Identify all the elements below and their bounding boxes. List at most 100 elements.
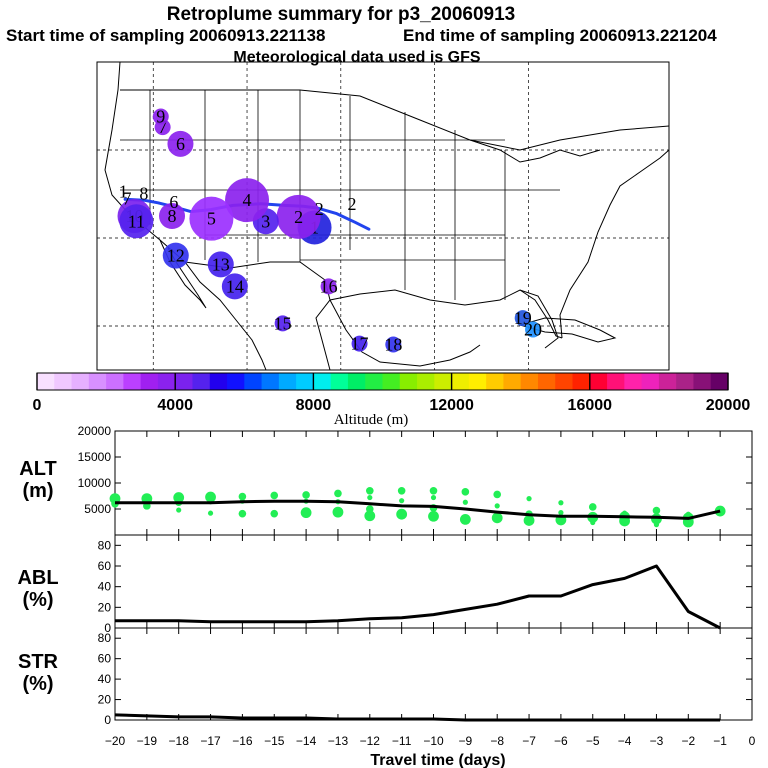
colorbar-swatch	[658, 373, 677, 390]
colorbar-swatch	[54, 373, 73, 390]
x-tick-label: −19	[137, 734, 158, 748]
us-east-coast	[559, 149, 670, 339]
y-tick-label: 20	[98, 693, 112, 707]
plume-extra-label: 6	[169, 192, 178, 212]
plume-centroid-label-day-7: 7	[158, 117, 167, 137]
altitude-point	[428, 510, 439, 522]
plume-centroid-label-day-17: 17	[351, 334, 369, 354]
y-tick-label: 0	[104, 621, 111, 635]
altitude-point	[364, 510, 376, 522]
colorbar-swatch	[88, 373, 107, 390]
altitude-mean-line	[115, 499, 721, 520]
plume-centroid-label-day-2: 2	[294, 207, 303, 227]
colorbar-swatch	[486, 373, 505, 390]
altitude-point	[491, 512, 503, 524]
met-data-label: Meteorological data used is GFS	[233, 49, 480, 66]
colorbar-swatch	[520, 373, 539, 390]
plume-centroid-label-day-5: 5	[207, 209, 216, 229]
y-tick-label: 10000	[78, 476, 112, 490]
altitude-point	[176, 507, 182, 513]
altitude-point	[493, 490, 502, 499]
x-tick-label: −8	[490, 734, 504, 748]
colorbar-swatch	[106, 373, 124, 390]
x-tick-label: −15	[264, 734, 285, 748]
y-tick-label: 20	[98, 600, 112, 614]
x-tick-label: −13	[328, 734, 349, 748]
colorbar-tick-label: 12000	[429, 397, 474, 414]
mexico-east-coast	[329, 299, 481, 367]
y-tick-label: 80	[98, 631, 112, 645]
plume-centroid-day-12	[162, 242, 189, 269]
altitude-point	[270, 509, 279, 518]
y-tick-label: 60	[98, 559, 112, 573]
altitude-point	[622, 510, 628, 516]
x-tick-label: 0	[749, 734, 756, 748]
x-tick-label: −16	[232, 734, 253, 748]
state-lines	[120, 90, 560, 300]
altitude-point	[590, 519, 596, 526]
panel-ylabel: ABL	[17, 567, 58, 589]
abl-line	[115, 564, 721, 630]
colorbar-swatch	[347, 373, 366, 390]
y-tick-label: 80	[98, 538, 112, 552]
altitude-point	[523, 515, 535, 526]
y-tick-label: 60	[98, 652, 112, 666]
altitude-point	[429, 487, 438, 495]
colorbar-swatch	[278, 373, 297, 390]
altitude-point	[652, 506, 661, 515]
colorbar-label: Altitude (m)	[334, 412, 409, 428]
plume-extra-label: 2	[348, 194, 357, 214]
altitude-point	[526, 496, 532, 502]
altitude-point	[558, 500, 564, 506]
plume-centroid-label-day-8: 8	[168, 206, 177, 226]
plume-centroid-day-16	[320, 278, 337, 295]
colorbar-tick-label: 20000	[706, 397, 751, 414]
panel-frame	[114, 627, 753, 721]
colorbar-swatch	[296, 373, 315, 390]
x-tick-label: −6	[554, 734, 568, 748]
figure-title: Retroplume summary for p3_20060913	[167, 4, 516, 25]
colorbar-swatch	[261, 373, 280, 390]
panel-ylabel: ALT	[19, 458, 56, 480]
x-tick-label: −12	[360, 734, 381, 748]
altitude-point	[205, 491, 216, 503]
end-time-label: End time of sampling 20060913.221204	[403, 26, 717, 45]
plume-centroid-label-day-9: 9	[156, 107, 165, 127]
colorbar-swatch	[417, 373, 435, 390]
colorbar-swatch	[572, 373, 591, 390]
plume-centroid-day-13	[207, 251, 234, 278]
x-tick-label: −1	[713, 734, 727, 748]
colorbar-tick-label: 0	[33, 397, 42, 414]
x-tick-label: −17	[200, 734, 221, 748]
colorbar-swatch	[382, 373, 401, 390]
colorbar-swatch	[693, 373, 712, 390]
plume-extra-label: 7	[123, 189, 132, 209]
plume-centroid-label-day-18: 18	[384, 334, 402, 354]
plume-centroid-day-8	[159, 203, 186, 229]
great-lakes	[469, 139, 601, 163]
plume-centroid-day-6	[167, 130, 194, 157]
plume-centroid-day-5	[189, 196, 234, 241]
altitude-point	[685, 511, 691, 517]
colorbar-swatch	[140, 373, 159, 390]
y-tick-label: 0	[104, 713, 111, 727]
altitude-point	[397, 487, 406, 495]
colorbar-swatch	[123, 373, 142, 390]
colorbar-swatch	[468, 373, 487, 390]
altitude-point	[238, 492, 247, 501]
x-tick-label: −10	[423, 734, 444, 748]
gulf-coast	[315, 289, 559, 371]
colorbar-swatch	[641, 373, 660, 390]
x-tick-label: −5	[586, 734, 600, 748]
plume-centroid-label-day-14: 14	[226, 276, 244, 296]
plume-centroid-label-day-16: 16	[320, 276, 338, 296]
colorbar-swatch	[624, 373, 643, 390]
plume-centroid-day-19	[514, 310, 531, 327]
x-tick-label: −14	[296, 734, 317, 748]
abl-panel: 0 20 40 60 80 ABL(%)	[17, 534, 753, 635]
plume-centroid-day-18	[385, 336, 402, 353]
str-line	[114, 713, 721, 722]
plume-centroid-day-20	[525, 321, 542, 338]
